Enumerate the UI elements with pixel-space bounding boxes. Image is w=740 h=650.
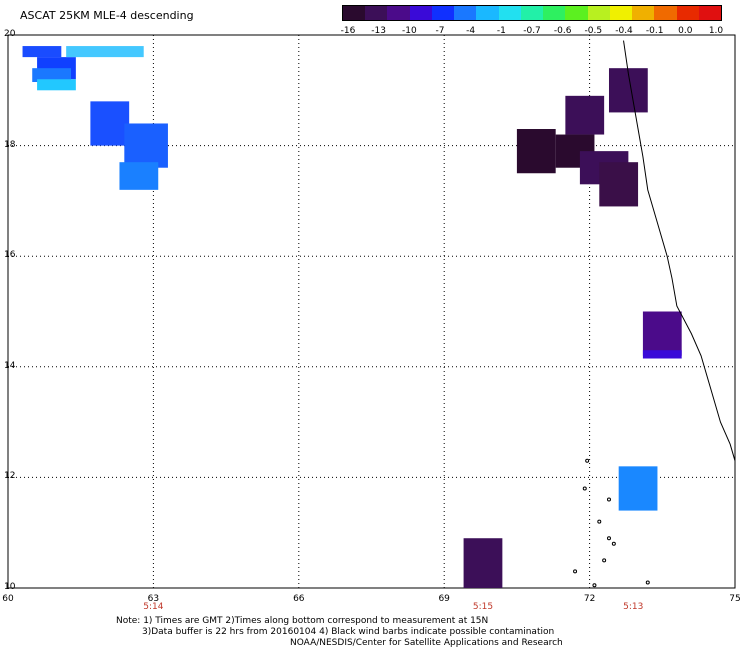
wind-cell — [90, 101, 130, 146]
color-scale-label: -0.1 — [645, 26, 664, 36]
color-scale-segment — [476, 6, 499, 20]
color-scale-label: -1 — [496, 26, 506, 36]
island-outline — [582, 486, 587, 491]
lat-tick-label: 16 — [4, 250, 16, 261]
color-scale-label: -4 — [466, 26, 476, 36]
color-scale-segment — [543, 6, 566, 20]
color-scale-segment — [454, 6, 477, 20]
color-scale-segment — [387, 6, 410, 20]
coastline-path — [623, 40, 736, 461]
color-scale-segment — [520, 6, 544, 20]
island-outline — [606, 536, 611, 541]
wind-cell — [22, 46, 62, 58]
plot-frame — [7, 34, 736, 589]
wind-cell — [618, 466, 658, 511]
lon-tick-label: 63 — [147, 594, 160, 604]
wind-cell — [565, 95, 605, 135]
color-scale-segment — [409, 6, 432, 20]
wind-cell — [516, 129, 556, 174]
wind-cell — [642, 311, 682, 356]
island-outline — [592, 583, 597, 588]
wind-cell — [32, 68, 72, 83]
color-scale-label: -13 — [371, 26, 387, 36]
lon-tick-label: 69 — [438, 594, 450, 604]
wind-cell — [37, 79, 76, 91]
lat-tick-label: 20 — [4, 29, 16, 39]
lon-tick-label: 72 — [583, 594, 596, 604]
lon-tick-label: 60 — [2, 594, 14, 604]
island-outline — [597, 519, 602, 524]
wind-cell — [642, 350, 682, 359]
color-scale-label: -0.4 — [615, 26, 633, 36]
color-scale-segment — [343, 6, 366, 20]
color-scale-segment — [654, 6, 677, 20]
island-outline — [606, 497, 611, 502]
pass-time-label: 5:15 — [472, 602, 494, 612]
color-scale-labels: -16 -13 -10 -7 -4 -1 -0.7 -0.6 -0.5 -0.4 -0.1 0.0 1.… — [0, 26, 740, 38]
lon-tick-label: 66 — [293, 594, 305, 604]
note-line-2: 3)Data buffer is 22 hrs from 20160104 4)… — [142, 627, 555, 637]
lat-tick-label: 10 — [4, 582, 16, 592]
note-line-1: Note: 1) Times are GMT 2)Times along bot… — [116, 616, 489, 626]
island-outline — [602, 558, 607, 563]
color-scale-label: 1.0 — [708, 26, 724, 36]
coastline — [573, 40, 736, 588]
lat-tick-label: 12 — [4, 471, 16, 482]
color-scale-label: -0.7 — [523, 26, 541, 36]
pass-time-label: 5:13 — [623, 602, 644, 612]
color-scale-label: -0.6 — [553, 26, 572, 36]
color-scale-label: -7 — [435, 26, 445, 36]
wind-cells — [22, 46, 682, 588]
pass-time-label: 5:14 — [143, 602, 164, 612]
island-outline — [585, 458, 590, 463]
color-scale-bar — [342, 5, 722, 21]
color-scale-label: -16 — [340, 26, 356, 36]
wind-cell — [463, 538, 503, 588]
lat-tick-label: 14 — [4, 360, 16, 371]
lat-tick-label: 18 — [4, 139, 16, 150]
color-scale-segment — [587, 6, 610, 20]
color-scale-label: 0.0 — [678, 26, 693, 36]
color-scale-segment — [431, 6, 455, 20]
island-outline — [611, 541, 616, 546]
lon-tick-label: 75 — [729, 594, 740, 604]
map-title: ASCAT 25KM MLE-4 descending — [20, 9, 194, 22]
color-scale-segment — [632, 6, 655, 20]
color-scale-segment — [609, 6, 633, 20]
color-scale-segment — [565, 6, 588, 20]
wind-cell — [119, 162, 159, 190]
note-line-3: NOAA/NESDIS/Center for Satellite Applica… — [290, 638, 563, 648]
color-scale-segment — [365, 6, 388, 20]
wind-cell — [66, 46, 144, 58]
island-outline — [645, 580, 650, 585]
color-scale-segment — [698, 6, 721, 20]
island-outline — [573, 569, 578, 574]
color-scale-label: -10 — [401, 26, 417, 36]
color-scale-segment — [498, 6, 521, 20]
color-scale-segment — [676, 6, 699, 20]
color-scale-label: -0.5 — [584, 26, 603, 36]
wind-cell — [599, 162, 639, 207]
wind-cell — [124, 123, 168, 168]
